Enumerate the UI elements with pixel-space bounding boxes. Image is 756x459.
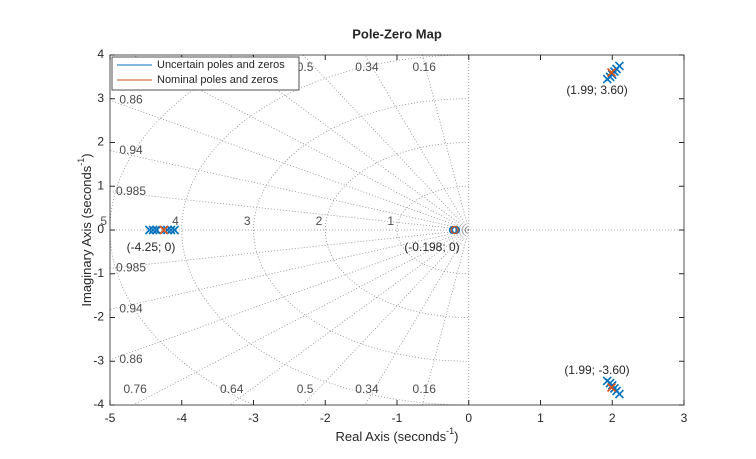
damping-label: 0.76 xyxy=(123,382,147,396)
y-tick-label: 2 xyxy=(97,135,104,149)
damping-label: 0.86 xyxy=(119,352,143,366)
grid-layer xyxy=(110,55,684,405)
damping-label: 0.34 xyxy=(355,60,379,74)
legend: Uncertain poles and zeros Nominal poles a… xyxy=(111,56,300,91)
zero-marker xyxy=(450,225,459,235)
legend-label: Nominal poles and zeros xyxy=(157,74,279,86)
y-tick-label: -3 xyxy=(93,353,104,367)
frequency-circle xyxy=(324,142,469,318)
x-label-sup: -1 xyxy=(446,426,454,436)
chart-title: Pole-Zero Map xyxy=(352,26,442,41)
damping-line xyxy=(421,229,470,405)
y-tick-label: 0 xyxy=(97,222,104,236)
pole-marker xyxy=(170,225,180,235)
x-tick-label: 2 xyxy=(609,411,616,425)
pole-marker xyxy=(166,225,176,235)
x-tick-label: -2 xyxy=(320,411,331,425)
x-label-text: Real Axis (seconds xyxy=(336,429,447,444)
y-label-text: Imaginary Axis (seconds xyxy=(79,165,94,306)
damping-line xyxy=(110,229,469,269)
y-tick-label: -1 xyxy=(93,266,104,280)
pole-marker xyxy=(144,225,155,235)
x-tick-label: 3 xyxy=(681,411,688,425)
damping-line xyxy=(110,191,469,231)
pole-marker xyxy=(606,382,617,393)
x-axis-label: Real Axis (seconds-1) xyxy=(336,426,459,444)
damping-line xyxy=(302,229,470,405)
legend-label: Uncertain poles and zeros xyxy=(157,59,285,71)
pole-marker xyxy=(148,225,158,235)
frequency-label: 3 xyxy=(244,214,251,228)
frequency-circle xyxy=(253,98,469,362)
damping-label: 0.34 xyxy=(355,382,379,396)
y-label-sup: -1 xyxy=(76,158,86,166)
x-tick-label: -4 xyxy=(176,411,187,425)
damping-label: 0.94 xyxy=(119,143,143,157)
x-tick-label: -5 xyxy=(105,411,116,425)
y-label-end: ) xyxy=(79,153,94,157)
damping-line xyxy=(421,55,470,231)
x-label-end: ) xyxy=(454,429,458,444)
annotation: (-4.25; 0) xyxy=(127,240,176,254)
frequency-label: 5 xyxy=(100,214,107,228)
pole-marker xyxy=(614,61,624,71)
damping-label: 0.16 xyxy=(413,382,437,396)
annotation: (1.99; 3.60) xyxy=(566,83,627,97)
pole-marker xyxy=(159,225,169,235)
damping-label: 0.5 xyxy=(297,382,314,396)
damping-line xyxy=(302,55,470,231)
x-tick-label: -1 xyxy=(392,411,403,425)
damping-label: 0.5 xyxy=(297,60,314,74)
y-tick-label: 1 xyxy=(97,178,104,192)
legend-box xyxy=(111,56,300,91)
damping-label: 0.86 xyxy=(119,92,143,106)
y-tick-label: 3 xyxy=(97,91,104,105)
x-tick-label: 1 xyxy=(537,411,544,425)
frequency-label: 1 xyxy=(387,214,394,228)
annotations: (1.99; 3.60) (1.99; -3.60) (-4.25; 0) (-0.1… xyxy=(127,83,630,377)
x-tick-label: 0 xyxy=(465,411,472,425)
pole-marker xyxy=(614,389,624,399)
annotation: (-0.198; 0) xyxy=(404,240,459,254)
y-tick-label: -2 xyxy=(93,310,104,324)
damping-line xyxy=(229,55,469,231)
pole-marker xyxy=(606,67,617,78)
damping-label: 0.64 xyxy=(220,382,244,396)
y-tick-label: -4 xyxy=(93,397,104,411)
marks xyxy=(144,61,624,399)
y-tick-label: 4 xyxy=(97,47,104,61)
damping-label: 0.985 xyxy=(116,260,146,274)
x-tick-label: -3 xyxy=(248,411,259,425)
damping-label: 0.985 xyxy=(116,184,146,198)
annotation: (1.99; -3.60) xyxy=(564,363,629,377)
damping-label: 0.16 xyxy=(413,60,437,74)
damping-line xyxy=(229,229,469,405)
frequency-label: 2 xyxy=(316,214,323,228)
damping-label: 0.94 xyxy=(119,302,143,316)
frequency-label: 4 xyxy=(172,214,179,228)
y-axis-label: Imaginary Axis (seconds-1) xyxy=(76,153,94,306)
pole-marker xyxy=(162,225,172,235)
